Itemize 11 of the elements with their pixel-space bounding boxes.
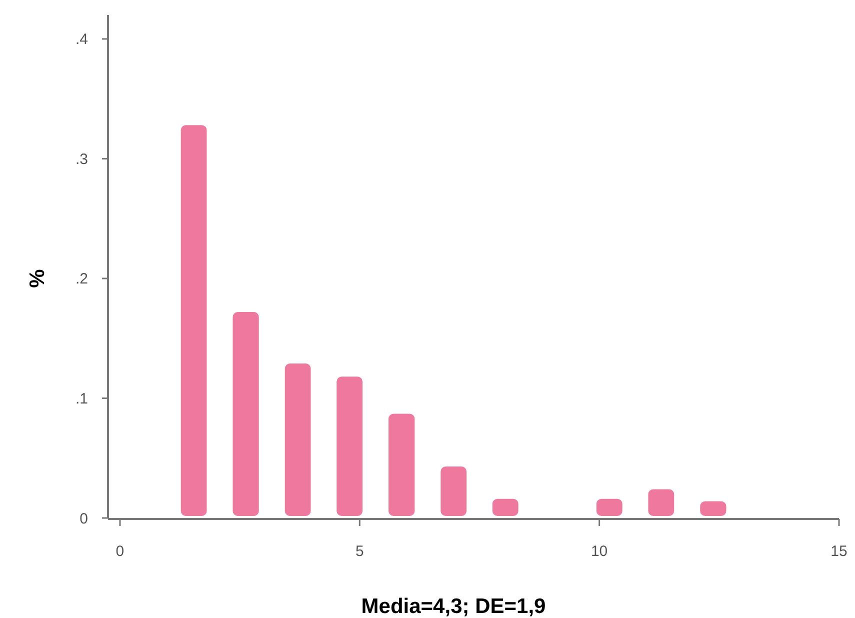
y-axis-title: % [26,268,49,288]
x-tick-label: 10 [590,543,608,560]
x-tick-label: 5 [355,543,364,560]
y-tick-label: .4 [75,31,88,48]
x-axis-title: Media=4,3; DE=1,9 [361,595,546,618]
y-tick-label: .1 [75,390,88,408]
y-tick-label: .3 [75,150,88,168]
x-tick-label: 0 [116,543,124,560]
x-tick-label: 15 [830,543,848,560]
y-tick-label: 0 [80,510,88,528]
y-tick-label: .2 [75,270,88,288]
